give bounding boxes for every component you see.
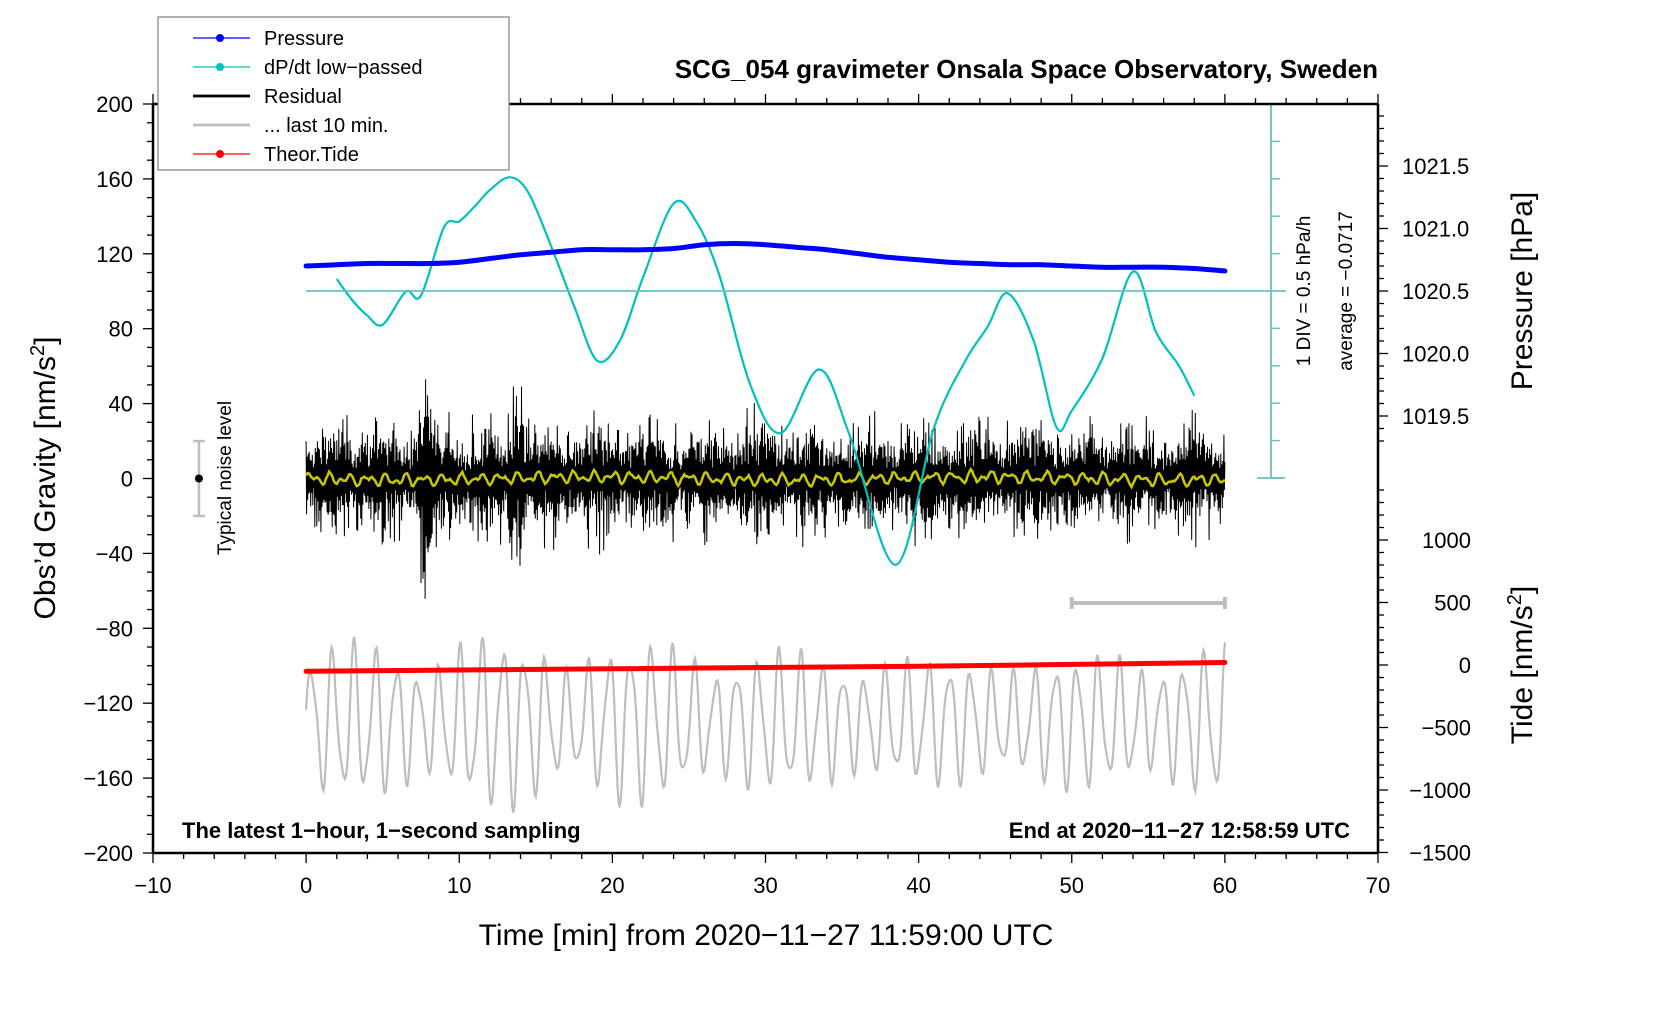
y-tick-label: −200 <box>83 841 133 866</box>
tide-axis-title-main: Tide [nm/s <box>1506 605 1539 744</box>
y-tick-label: 0 <box>121 467 133 492</box>
y-tick-label: 40 <box>109 392 133 417</box>
series-layer <box>303 176 1228 813</box>
dpdt-div-label: 1 DIV = 0.5 hPa/h <box>1294 216 1315 367</box>
legend-dot-marker <box>216 34 224 42</box>
dpdt-average-label: average = −0.0717 <box>1336 211 1357 371</box>
pressure-tick-label: 1020.5 <box>1402 279 1469 304</box>
tide-tick-label: −1500 <box>1409 841 1471 866</box>
annotation-end-time: End at 2020−11−27 12:58:59 UTC <box>1009 818 1350 843</box>
x-tick-label: 30 <box>753 873 777 898</box>
legend-label: ... last 10 min. <box>264 115 389 137</box>
x-tick-label: 20 <box>600 873 624 898</box>
x-tick-label: 40 <box>906 873 930 898</box>
series-dpdt-line <box>335 176 1196 566</box>
y-tick-label: −160 <box>83 766 133 791</box>
y-tick-label: −40 <box>96 541 133 566</box>
noise-level-label: Typical noise level <box>215 401 236 555</box>
y-axis-title-sup: 2 <box>27 345 49 356</box>
legend: Pressure dP/dt low−passed Residual ... last… <box>157 16 510 171</box>
x-tick-label: 60 <box>1213 873 1237 898</box>
legend-label: Pressure <box>264 28 344 50</box>
tide-tick-label: 500 <box>1434 591 1471 616</box>
tide-tick-label: −1000 <box>1409 778 1471 803</box>
legend-item: Residual <box>193 86 342 108</box>
tide-tick-label: 0 <box>1459 653 1471 678</box>
series-pressure-line <box>303 240 1228 274</box>
y-axis-title-main: Obs’d Gravity [nm/s <box>29 356 62 619</box>
y-axis-title: Obs’d Gravity [nm/s2] <box>27 337 62 620</box>
legend-item: Theor.Tide <box>193 144 359 166</box>
y-tick-label: 120 <box>96 242 133 267</box>
legend-label: dP/dt low−passed <box>264 57 422 79</box>
legend-item: ... last 10 min. <box>193 115 389 137</box>
y-tick-label: −80 <box>96 616 133 641</box>
tide-axis-title: Tide [nm/s2] <box>1504 586 1539 744</box>
legend-label: Residual <box>264 86 342 108</box>
y-axis-title-end: ] <box>29 337 62 345</box>
pressure-tick-label: 1020.0 <box>1402 342 1469 367</box>
tide-tick-label: 1000 <box>1422 528 1471 553</box>
pressure-tick-label: 1021.5 <box>1402 154 1469 179</box>
legend-dot-marker <box>216 63 224 71</box>
y-tick-label: 80 <box>109 317 133 342</box>
series-theor-tide-line <box>303 660 1228 674</box>
y-tick-label: 200 <box>96 92 133 117</box>
chart-title: SCG_054 gravimeter Onsala Space Observat… <box>675 54 1378 84</box>
pressure-axis-title: Pressure [hPa] <box>1506 192 1539 390</box>
pressure-tick-label: 1021.0 <box>1402 217 1469 242</box>
legend-items: Pressure dP/dt low−passed Residual ... last… <box>193 28 422 166</box>
series-residual-lowpass-line <box>305 467 1226 490</box>
x-tick-label: 70 <box>1366 873 1390 898</box>
pressure-tick-label: 1019.5 <box>1402 404 1469 429</box>
x-tick-label: 0 <box>300 873 312 898</box>
x-tick-label: 50 <box>1060 873 1084 898</box>
y-tick-label: 160 <box>96 167 133 192</box>
legend-box <box>157 16 510 171</box>
tide-axis-title-sup: 2 <box>1504 594 1526 605</box>
legend-dot-marker <box>216 150 224 158</box>
tide-axis-title-end: ] <box>1506 586 1539 594</box>
x-tick-label: −10 <box>134 873 171 898</box>
axes-layer: −10 0 10 20 30 40 50 60 70 200 160 120 80 40 0 −40 −80 −1… <box>83 92 1471 898</box>
series-residual-line <box>305 379 1226 599</box>
annotation-sampling: The latest 1−hour, 1−second sampling <box>182 818 581 843</box>
y-tick-label: −120 <box>83 691 133 716</box>
legend-label: Theor.Tide <box>264 144 359 166</box>
x-axis-title: Time [min] from 2020−11−27 11:59:00 UTC <box>479 919 1054 952</box>
series-last-10-min-line <box>305 636 1226 813</box>
legend-item: dP/dt low−passed <box>193 57 422 79</box>
legend-item: Pressure <box>193 28 344 50</box>
noise-level-dot <box>194 474 203 483</box>
x-tick-label: 10 <box>447 873 471 898</box>
tide-tick-label: −500 <box>1421 716 1471 741</box>
